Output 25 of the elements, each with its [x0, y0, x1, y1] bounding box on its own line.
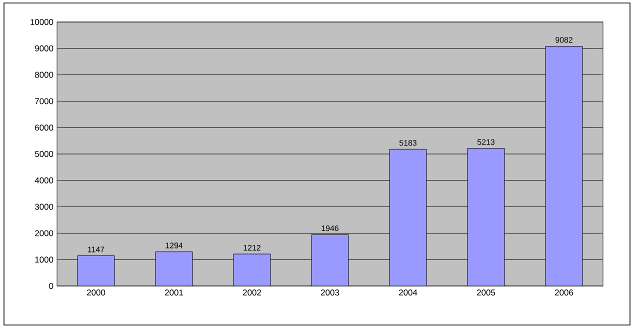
- x-tick-label: 2005: [477, 290, 496, 296]
- y-tick-label: 3000: [34, 204, 54, 210]
- y-tick-label: 0: [49, 283, 54, 289]
- x-tick-label: 2002: [243, 290, 261, 296]
- bar: [389, 148, 427, 286]
- bar: [545, 46, 583, 286]
- y-tick-label: 4000: [34, 177, 54, 184]
- x-tick-label: 2001: [165, 290, 184, 296]
- y-tick-label: 8000: [35, 72, 54, 78]
- bar: [155, 252, 193, 286]
- bar: [467, 148, 505, 286]
- y-tick-label: 6000: [35, 124, 54, 131]
- x-tick-label: 2000: [87, 290, 106, 296]
- bar: [77, 255, 115, 286]
- bar: [311, 234, 349, 286]
- x-tick-label: 2003: [321, 290, 340, 296]
- y-tick-label: 9000: [35, 45, 54, 52]
- y-tick-label: 2000: [35, 230, 54, 236]
- x-tick-label: 2004: [399, 290, 418, 296]
- y-tick-label: 10000: [30, 19, 54, 25]
- y-tick-label: 7000: [35, 98, 54, 104]
- x-tick-label: 2006: [555, 290, 574, 296]
- bar: [233, 254, 271, 286]
- y-tick-label: 1000: [35, 256, 54, 263]
- y-tick-label: 5000: [34, 151, 54, 157]
